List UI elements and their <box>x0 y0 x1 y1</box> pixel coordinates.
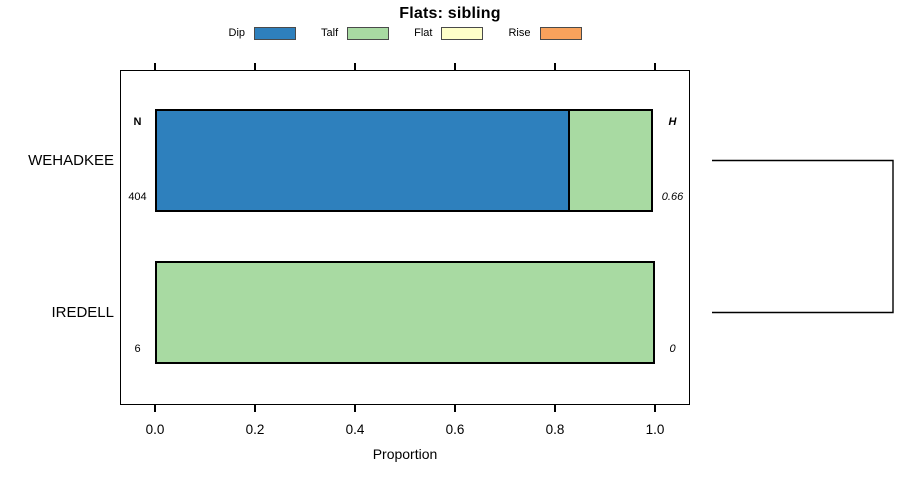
x-axis-tick-top <box>154 63 156 70</box>
x-axis-tick-top <box>354 63 356 70</box>
legend-swatch <box>539 26 582 40</box>
x-axis-tick-label: 0.0 <box>145 422 165 437</box>
bar-segment-talf <box>155 261 655 364</box>
stat-h-header: H <box>668 116 677 128</box>
x-axis-tick-top <box>254 63 256 70</box>
category-label-wehadkee: WEHADKEE <box>28 152 114 169</box>
x-axis-tick <box>454 405 456 412</box>
x-axis-title: Proportion <box>372 446 438 462</box>
category-label-iredell: IREDELL <box>51 304 114 321</box>
chart-legend: Dip Talf Flat Rise <box>120 25 690 41</box>
legend-label: Flat <box>414 27 433 39</box>
x-axis-tick-label: 0.6 <box>445 422 465 437</box>
x-axis-tick-top <box>654 63 656 70</box>
x-axis-tick-top <box>454 63 456 70</box>
legend-item-flat: Flat <box>414 26 484 40</box>
legend-swatch <box>347 26 390 40</box>
x-axis-tick-top <box>554 63 556 70</box>
x-axis-tick-label: 0.4 <box>345 422 365 437</box>
bar-segment-dip <box>155 109 570 212</box>
chart-title: Flats: sibling <box>399 5 501 22</box>
x-axis-tick <box>654 405 656 412</box>
x-axis-tick-label: 0.8 <box>545 422 565 437</box>
stat-n-value: 6 <box>134 343 141 355</box>
stat-n-value: 404 <box>128 191 147 203</box>
stat-n-header: N <box>133 116 142 128</box>
x-axis-tick-label: 1.0 <box>645 422 665 437</box>
bar-iredell <box>155 261 655 364</box>
legend-item-talf: Talf <box>321 26 390 40</box>
stat-h-value: 0.66 <box>661 191 684 203</box>
x-axis-tick <box>154 405 156 412</box>
legend-label: Rise <box>508 27 531 39</box>
bar-wehadkee <box>155 109 653 212</box>
stat-h-value: 0 <box>669 343 676 355</box>
bar-segment-talf <box>568 109 653 212</box>
legend-swatch <box>441 26 484 40</box>
legend-item-rise: Rise <box>508 26 582 40</box>
x-axis-tick-label: 0.2 <box>245 422 265 437</box>
x-axis-tick <box>254 405 256 412</box>
x-axis-tick <box>554 405 556 412</box>
legend-label: Dip <box>228 27 246 39</box>
x-axis-tick <box>354 405 356 412</box>
legend-label: Talf <box>321 27 339 39</box>
legend-item-dip: Dip <box>228 26 297 40</box>
legend-swatch <box>254 26 297 40</box>
